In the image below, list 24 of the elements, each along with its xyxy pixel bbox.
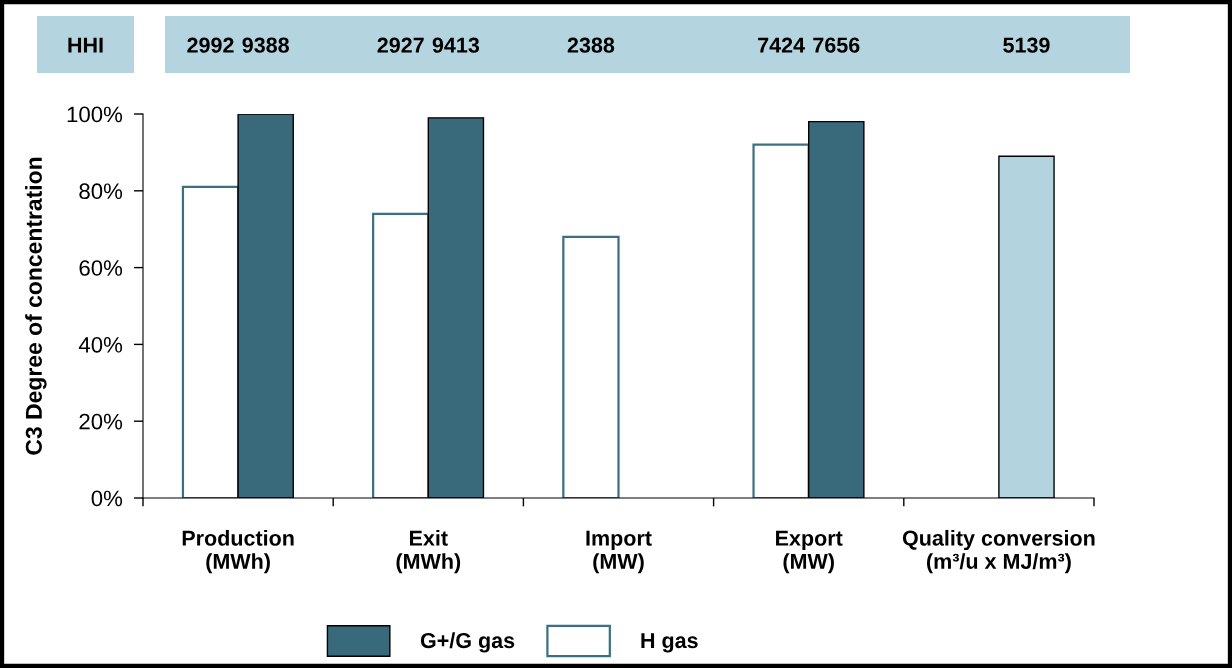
text: 9413 xyxy=(432,37,480,53)
text: HHI xyxy=(68,37,103,53)
x-tick-label: Import (MW) xyxy=(586,530,652,574)
x-tick-label: Production (MWh) xyxy=(182,529,294,574)
legend-label: H gas xyxy=(641,633,698,653)
y-tick-label: 80% xyxy=(79,183,123,200)
legend-label: G+/G gas xyxy=(420,632,515,653)
x-tick-label: Export (MW) xyxy=(776,530,843,574)
y-tick-label: 100% xyxy=(67,106,123,123)
x-tick-label: Quality conversion (m³/u x MJ/m³) xyxy=(902,529,1095,574)
y-tick-label: 20% xyxy=(79,413,123,430)
y-tick-label: 40% xyxy=(78,336,123,353)
y-tick-label: 60% xyxy=(79,260,123,276)
text: 2388 xyxy=(567,37,615,53)
y-tick-label: 0% xyxy=(91,490,123,507)
y-axis-title: C3 Degree of concentration xyxy=(25,157,47,455)
bar xyxy=(562,235,620,498)
text: 5139 xyxy=(1003,37,1050,53)
x-tick-label: Exit (MWh) xyxy=(396,529,461,574)
text: 7424 xyxy=(758,37,805,53)
text: 7656 xyxy=(813,37,860,53)
text: 2992 xyxy=(187,37,234,53)
text: 2927 xyxy=(377,37,424,53)
text: 9388 xyxy=(242,37,289,53)
